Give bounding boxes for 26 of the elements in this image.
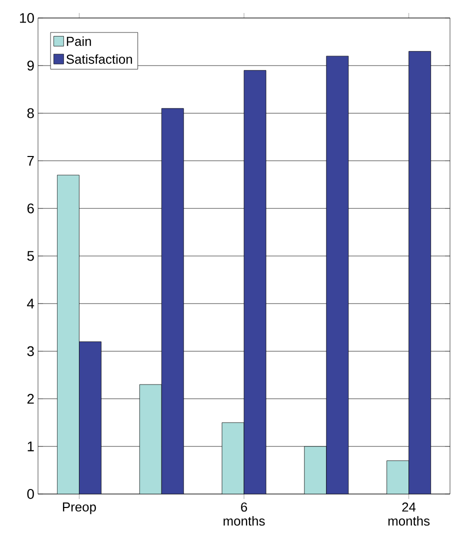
bar (79, 341, 102, 494)
y-tick-label: 4 (27, 298, 34, 308)
x-tick-label: 24 months (388, 502, 430, 526)
bar (304, 446, 327, 494)
y-tick-label: 5 (27, 251, 34, 261)
bar (222, 422, 244, 494)
bar (161, 108, 184, 494)
y-tick-label: 2 (27, 394, 34, 404)
bar (408, 51, 432, 494)
y-tick-label: 1 (28, 442, 34, 452)
bar (57, 174, 80, 494)
y-tick-label: 9 (27, 60, 34, 71)
bar (139, 384, 162, 494)
y-tick-label: 3 (27, 346, 34, 356)
y-tick-label: 8 (27, 108, 34, 118)
y-tick-label: 10 (20, 13, 34, 23)
bar (244, 70, 266, 494)
x-tick-label: 6 months (224, 502, 265, 526)
x-tick-label: Preop (62, 502, 96, 514)
y-tick-label: 0 (27, 489, 34, 499)
legend-label: Satisfaction (66, 54, 132, 64)
y-tick-label: 7 (27, 156, 34, 166)
bar (386, 460, 410, 494)
legend-label: Pain (66, 36, 91, 46)
y-tick-label: 6 (27, 203, 34, 214)
bar (326, 56, 349, 494)
